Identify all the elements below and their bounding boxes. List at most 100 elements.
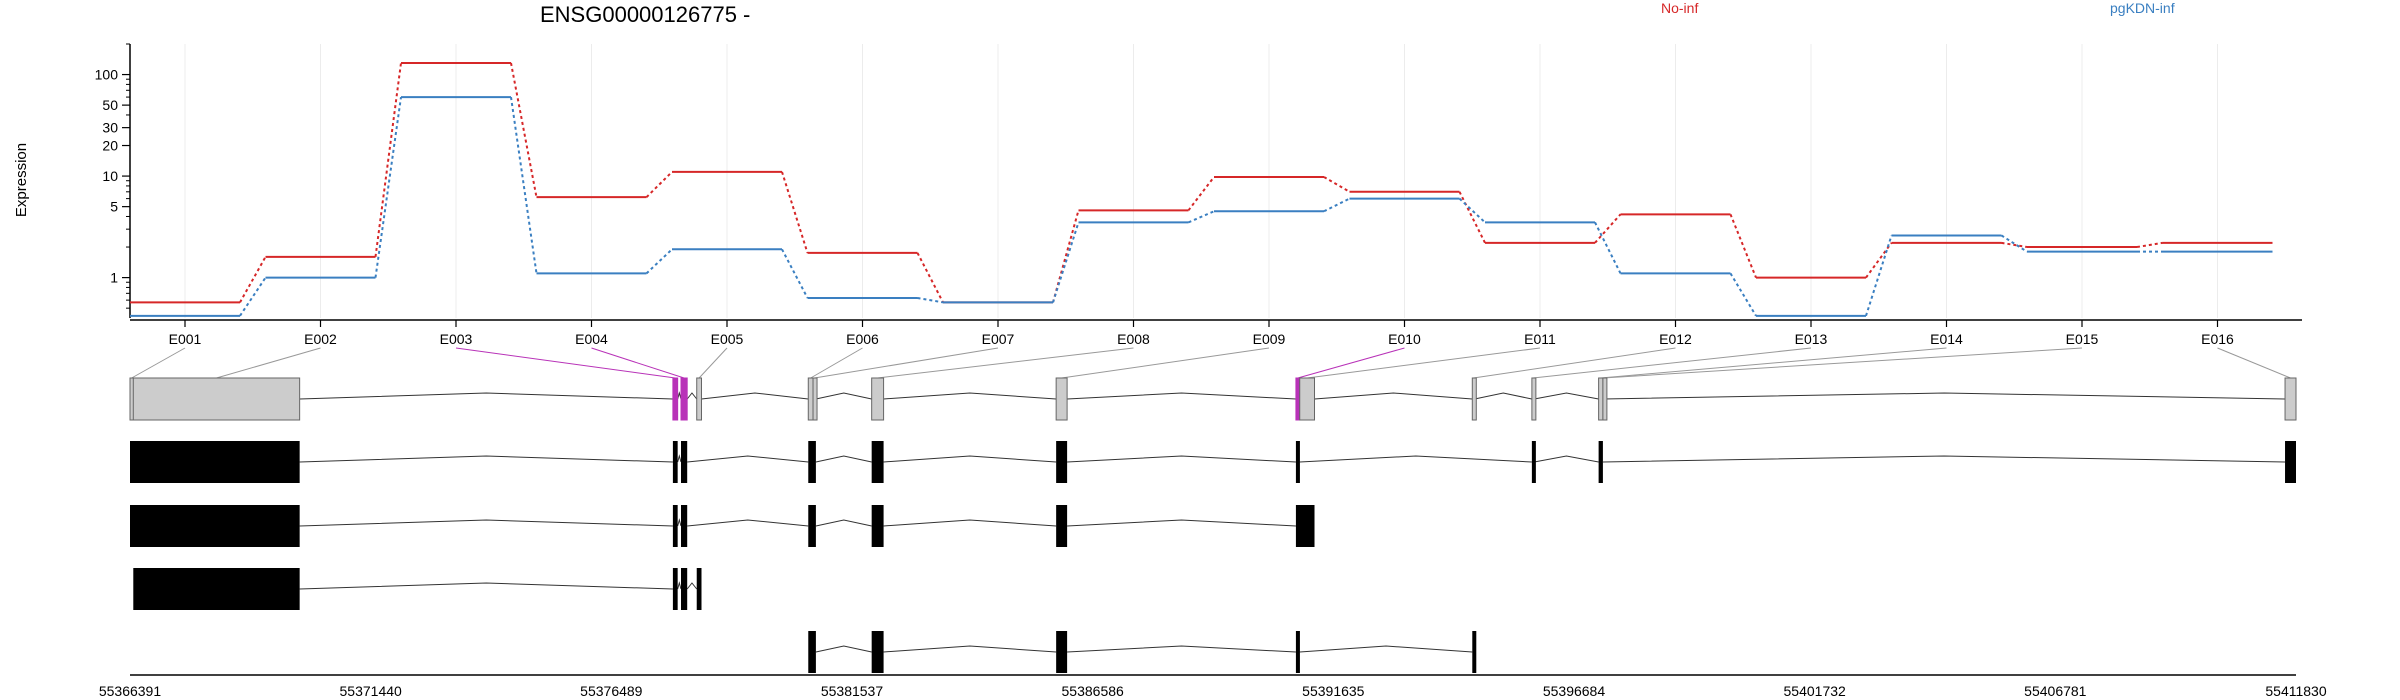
series-connector — [374, 62, 402, 258]
exon-connector — [877, 347, 1134, 379]
transcript-exon — [1472, 631, 1477, 673]
exon-connector — [1307, 347, 1541, 379]
x-tick-label: E005 — [711, 331, 744, 347]
exon-block — [1602, 377, 1608, 421]
transcript-exon — [680, 441, 688, 483]
series-connector — [645, 171, 673, 198]
y-tick-label: 50 — [102, 97, 118, 113]
transcript-intron — [686, 582, 698, 590]
transcript-exon — [680, 568, 688, 610]
exon-connector — [131, 347, 186, 379]
y-tick-label: 20 — [102, 138, 118, 154]
transcript-exon — [1056, 505, 1068, 547]
x-tick-label: E002 — [304, 331, 337, 347]
transcript-intron — [299, 519, 673, 527]
legend-no-inf: No-inf — [1661, 0, 1698, 16]
series-connector — [645, 248, 673, 275]
y-axis-label: Expression — [13, 143, 30, 217]
genomic-tick-label: 55381537 — [821, 683, 884, 699]
series-connector — [2001, 241, 2028, 249]
genomic-tick-label: 55376489 — [580, 683, 643, 699]
series-connector — [1458, 191, 1486, 244]
exon-connector — [1600, 347, 1947, 379]
exon-block — [1471, 377, 1477, 421]
genomic-tick-label: 55371440 — [340, 683, 403, 699]
transcript-exon — [808, 441, 816, 483]
x-tick-label: E015 — [2066, 331, 2099, 347]
y-tick-label: 5 — [110, 199, 118, 215]
x-tick-label: E016 — [2201, 331, 2234, 347]
genomic-tick-label: 55366391 — [99, 683, 162, 699]
transcript-exon — [672, 505, 678, 547]
exon-block — [807, 377, 814, 421]
exon-connector — [814, 347, 999, 379]
genomic-tick-label: 55396684 — [1543, 683, 1606, 699]
transcript-3 — [133, 568, 702, 610]
intron-line — [1474, 392, 1532, 400]
x-tick-label: E007 — [982, 331, 1015, 347]
exon-block — [680, 377, 688, 421]
transcript-exon — [130, 441, 300, 483]
transcript-intron — [299, 582, 673, 590]
x-tick-label: E009 — [1253, 331, 1286, 347]
transcript-exon — [680, 505, 688, 547]
exon-connector — [1533, 347, 1812, 379]
y-tick-label: 100 — [95, 67, 119, 83]
exon-connector — [591, 347, 685, 379]
y-tick-label: 10 — [102, 168, 118, 184]
x-tick-label: E006 — [846, 331, 879, 347]
series-connector — [1458, 197, 1486, 224]
transcript-exon — [2285, 441, 2296, 483]
transcript-intron — [883, 455, 1057, 463]
series-connector — [1865, 242, 1893, 279]
grid-lines — [184, 44, 2218, 318]
series-connector — [781, 248, 809, 299]
transcript-intron — [815, 519, 872, 527]
genomic-axis: 55366391 55371440 55376489 55381537 55386586… — [99, 674, 2327, 699]
series-pgKDN-inf — [130, 96, 2273, 317]
series-connector — [239, 277, 267, 317]
transcript-exon — [1295, 441, 1300, 483]
transcript-exon — [808, 505, 816, 547]
exon-block — [2284, 377, 2297, 421]
transcript-1 — [130, 441, 2296, 483]
x-tick-label: E014 — [1930, 331, 1963, 347]
transcript-intron — [1067, 455, 1296, 463]
intron-line — [1067, 392, 1296, 400]
exon-block — [1598, 377, 1604, 421]
x-tick-label: E011 — [1524, 331, 1556, 347]
series-connector — [1323, 197, 1350, 213]
intron-line — [815, 392, 872, 400]
intron-line — [701, 392, 809, 400]
intron-line — [883, 392, 1057, 400]
series-connector — [917, 296, 944, 304]
series-connector — [374, 96, 402, 278]
series-connector — [916, 252, 944, 303]
intron-line — [1603, 392, 2286, 400]
exon-connector — [698, 347, 728, 379]
transcript-exon — [1056, 441, 1068, 483]
x-tick-label: E012 — [1659, 331, 1692, 347]
transcript-intron — [815, 455, 872, 463]
exon-axis: E001 E002 E003 E004 E005 E006 E007 E008 E009 E010… — [130, 319, 2302, 347]
exon-block — [132, 377, 301, 421]
gene-model — [129, 377, 2297, 421]
transcript-exon — [130, 505, 300, 547]
transcript-exon — [871, 441, 884, 483]
transcript-tracks — [130, 441, 2296, 673]
exon-block — [1531, 377, 1537, 421]
genomic-tick-label: 55391635 — [1302, 683, 1365, 699]
intron-line — [677, 391, 682, 400]
exon-block — [871, 377, 885, 421]
x-tick-label: E013 — [1795, 331, 1828, 347]
transcript-exon — [672, 441, 678, 483]
transcript-intron — [1602, 455, 2286, 463]
chart-title: ENSG00000126775 - — [540, 2, 750, 27]
series-connector — [1594, 213, 1622, 244]
transcript-intron — [677, 581, 682, 590]
series-connector — [781, 171, 809, 254]
series-connector — [1052, 222, 1080, 303]
transcript-exon — [696, 568, 702, 610]
exon-connector — [455, 347, 676, 379]
transcript-intron — [883, 645, 1057, 653]
